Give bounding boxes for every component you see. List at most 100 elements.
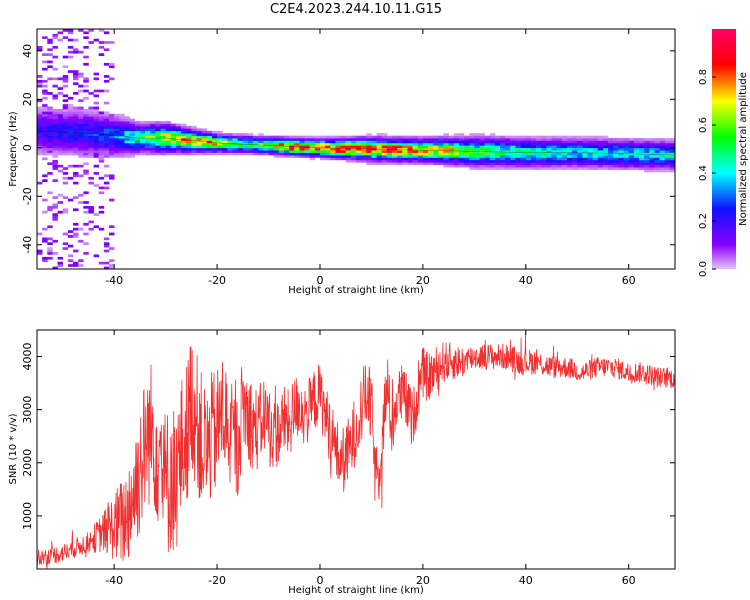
spectrogram-cell	[597, 162, 604, 166]
spectrogram-cell	[47, 60, 53, 64]
y-tick-label: 0	[21, 144, 34, 151]
spectrogram-cell	[37, 123, 43, 127]
spectrogram-cell	[191, 140, 197, 144]
spectrogram-cell	[98, 138, 105, 141]
spectrogram-cell	[474, 164, 480, 168]
colorbar-gradient	[712, 29, 736, 269]
spectrogram-cell	[155, 152, 161, 156]
spectrogram-cell	[129, 133, 136, 136]
spectrogram-cell	[361, 152, 367, 156]
spectrogram-cell	[247, 152, 254, 156]
spectrogram-cell	[186, 125, 192, 129]
spectrogram-cell	[464, 140, 470, 144]
spectrogram-cell	[608, 157, 614, 161]
spectrogram-cell	[613, 159, 619, 163]
spectrogram-cell	[551, 162, 557, 166]
spectrogram-cell	[659, 155, 666, 158]
spectrogram-cell	[103, 113, 110, 117]
spectrogram-cell	[93, 111, 100, 115]
spectrogram-cell	[602, 145, 609, 149]
spectrogram-cell	[520, 167, 527, 170]
spectrogram-cell	[47, 242, 53, 246]
spectrogram-cell	[242, 145, 249, 149]
spectrogram-cell	[489, 157, 496, 161]
spectrogram-cell	[73, 222, 79, 226]
spectrogram-cell	[500, 152, 506, 156]
spectrogram-cell	[649, 155, 655, 158]
x-tick-label: -40	[105, 574, 123, 587]
spectrogram-cell	[453, 147, 460, 151]
spectrogram-cell	[217, 152, 223, 156]
spectrogram-cell	[114, 145, 120, 149]
spectrogram-cell	[211, 135, 218, 139]
spectrogram-cell	[170, 152, 177, 156]
spectrogram-cell	[566, 159, 573, 163]
spectrogram-cell	[103, 147, 110, 151]
spectrogram-cell	[47, 106, 53, 110]
spectrogram-cell	[356, 138, 362, 141]
spectrogram-cell	[109, 150, 115, 153]
spectrogram-cell	[268, 152, 274, 156]
spectrogram-cell	[561, 147, 568, 151]
spectrogram-cell	[42, 157, 48, 161]
spectrogram-cell	[345, 150, 352, 153]
spectrogram-cell	[191, 150, 197, 153]
spectrogram-cell	[515, 147, 521, 151]
spectrogram-cell	[659, 140, 666, 144]
spectrogram-cell	[428, 157, 434, 161]
spectrogram-cell	[294, 142, 300, 146]
spectrogram-cell	[47, 208, 53, 212]
spectrogram-cell	[474, 167, 480, 170]
spectrogram-cell	[83, 62, 89, 66]
spectrogram-cell	[592, 150, 599, 153]
spectrogram-cell	[340, 145, 347, 149]
spectrogram-cell	[62, 109, 69, 112]
spectrogram-cell	[613, 138, 619, 141]
spectrogram-cell	[638, 164, 645, 168]
spectrogram-cell	[530, 167, 537, 170]
spectrogram-cell	[525, 138, 532, 141]
spectrogram-cell	[438, 162, 444, 166]
spectrogram-cell	[88, 220, 94, 224]
spectrogram-cell	[83, 123, 89, 127]
spectrogram-cell	[510, 150, 516, 153]
spectrogram-cell	[170, 142, 177, 146]
spectrogram-cell	[150, 128, 156, 132]
spectrogram-cell	[551, 164, 557, 168]
spectrogram-cell	[119, 118, 125, 122]
spectrogram-cell	[129, 140, 136, 144]
spectrogram-cell	[170, 123, 177, 127]
spectrogram-cell	[525, 162, 532, 166]
spectrogram-cell	[103, 118, 110, 122]
spectrogram-cell	[469, 155, 475, 158]
spectrogram-cell	[196, 145, 202, 149]
spectrogram-cell	[222, 150, 228, 153]
spectrogram-cell	[350, 157, 357, 161]
spectrogram-cell	[608, 167, 614, 170]
spectrogram-cell	[633, 145, 640, 149]
spectrogram-cell	[520, 164, 527, 168]
spectrogram-cell	[78, 111, 84, 115]
spectrogram-cell	[289, 152, 295, 156]
spectrogram-cell	[186, 138, 192, 141]
spectrogram-cell	[319, 152, 326, 156]
spectrogram-cell	[47, 125, 53, 129]
spectrogram-cell	[103, 181, 110, 185]
spectrogram-cell	[330, 140, 336, 144]
spectrogram-cell	[376, 142, 383, 146]
spectrogram-cell	[139, 150, 146, 153]
spectrogram-cell	[93, 145, 100, 149]
spectrogram-cell	[62, 94, 69, 98]
spectrogram-cell	[73, 232, 79, 236]
spectrogram-cell	[438, 150, 444, 153]
spectrogram-cell	[325, 155, 331, 158]
spectrogram-cell	[649, 169, 655, 173]
spectrogram-cell	[170, 133, 177, 136]
spectrogram-cell	[505, 135, 511, 139]
spectrogram-cell	[489, 155, 496, 158]
spectrogram-cell	[309, 142, 316, 146]
spectrogram-cell	[494, 145, 501, 149]
spectrogram-cell	[129, 135, 136, 139]
spectrogram-cell	[397, 147, 403, 151]
spectrogram-cell	[109, 147, 115, 151]
